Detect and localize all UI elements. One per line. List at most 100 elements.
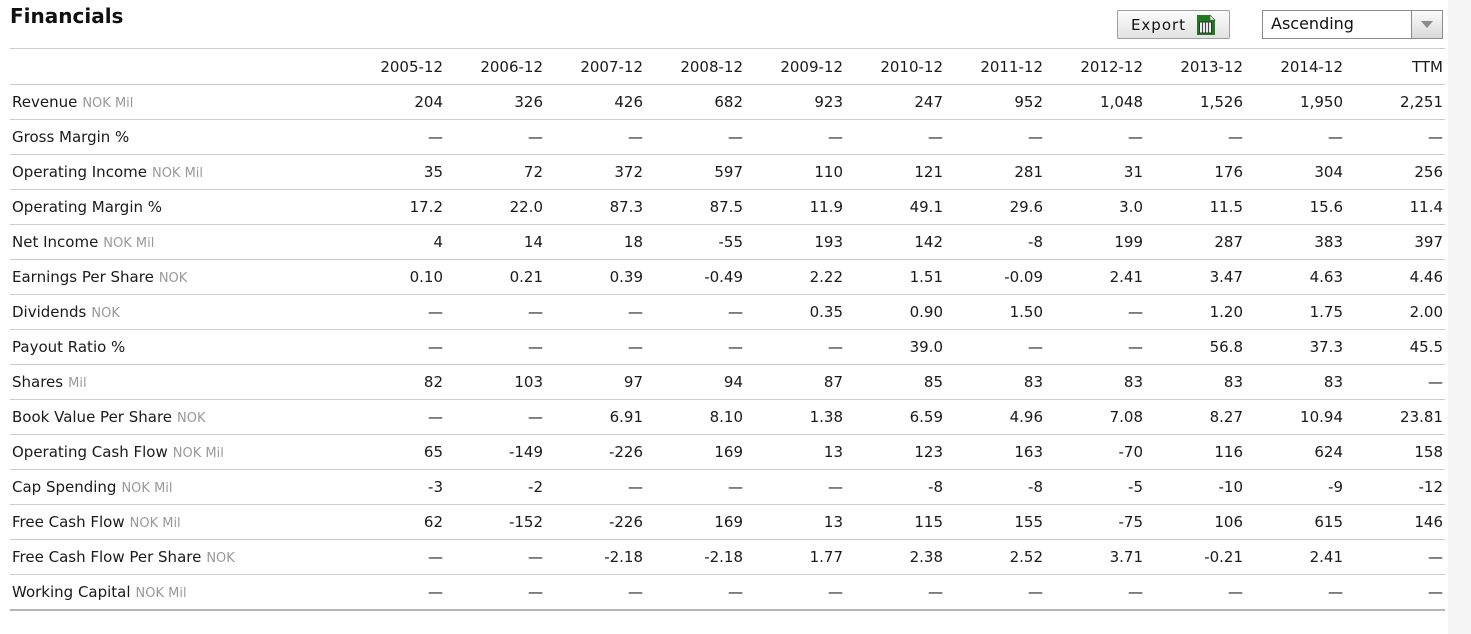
- value-cell: —: [345, 329, 445, 365]
- row-label: Gross Margin %: [12, 128, 130, 146]
- value-cell: 158: [1345, 434, 1445, 470]
- value-cell: 281: [945, 154, 1045, 190]
- value-cell: —: [445, 574, 545, 611]
- value-cell: 3.47: [1145, 259, 1245, 295]
- table-row: Gross Margin % — — — — — — — — — — —: [10, 119, 1445, 155]
- value-cell: 615: [1245, 504, 1345, 540]
- table-row: Shares Mil 82 103 97 94 87 85 83 83 83 83—: [10, 364, 1445, 400]
- value-cell: —: [445, 119, 545, 155]
- value-cell: 35: [345, 154, 445, 190]
- value-cell: 11.9: [745, 189, 845, 225]
- column-header: 2005-12: [345, 48, 445, 85]
- value-cell: 1.38: [745, 399, 845, 435]
- sort-select[interactable]: Ascending: [1262, 10, 1443, 39]
- row-label-cell: Book Value Per Share NOK: [10, 399, 345, 435]
- table-row: Book Value Per Share NOK — —6.91 8.10 1.38 6.5…: [10, 399, 1445, 435]
- column-header: 2014-12: [1245, 48, 1345, 85]
- value-cell: 2.41: [1045, 259, 1145, 295]
- column-header: 2006-12: [445, 48, 545, 85]
- value-cell: -2: [445, 469, 545, 505]
- value-cell: -2.18: [545, 539, 645, 575]
- value-cell: 8.10: [645, 399, 745, 435]
- table-body: Revenue NOK Mil 204 326 426 682 923 247 952 1,048…: [10, 84, 1445, 611]
- value-cell: 304: [1245, 154, 1345, 190]
- value-cell: 4.96: [945, 399, 1045, 435]
- value-cell: 2.22: [745, 259, 845, 295]
- column-header: 2008-12: [645, 48, 745, 85]
- value-cell: 2,251: [1345, 84, 1445, 120]
- value-cell: 2.52: [945, 539, 1045, 575]
- value-cell: —: [545, 119, 645, 155]
- value-cell: 0.39: [545, 259, 645, 295]
- value-cell: 83: [945, 364, 1045, 400]
- value-cell: 0.21: [445, 259, 545, 295]
- value-cell: 4.63: [1245, 259, 1345, 295]
- value-cell: —: [745, 119, 845, 155]
- value-cell: —: [1145, 119, 1245, 155]
- value-cell: 22.0: [445, 189, 545, 225]
- value-cell: 1.50: [945, 294, 1045, 330]
- table-row: Net Income NOK Mil 4 14 18 -55 193 142 -8 199 287 3…: [10, 224, 1445, 260]
- value-cell: -2.18: [645, 539, 745, 575]
- value-cell: 326: [445, 84, 545, 120]
- value-cell: —: [745, 574, 845, 611]
- value-cell: 11.4: [1345, 189, 1445, 225]
- spreadsheet-icon: [1195, 13, 1216, 36]
- column-header: TTM: [1345, 48, 1445, 85]
- row-label: Free Cash Flow: [12, 513, 125, 531]
- value-cell: —: [645, 119, 745, 155]
- row-label: Shares: [12, 373, 64, 391]
- value-cell: 256: [1345, 154, 1445, 190]
- value-cell: -226: [545, 434, 645, 470]
- row-label-cell: Operating Margin %: [10, 189, 345, 225]
- value-cell: —: [1245, 119, 1345, 155]
- value-cell: 87.5: [645, 189, 745, 225]
- value-cell: —: [345, 574, 445, 611]
- row-label-cell: Working Capital NOK Mil: [10, 574, 345, 611]
- value-cell: 163: [945, 434, 1045, 470]
- value-cell: 169: [645, 434, 745, 470]
- export-button-label: Export: [1130, 15, 1187, 34]
- value-cell: 193: [745, 224, 845, 260]
- value-cell: 0.10: [345, 259, 445, 295]
- table-row: Operating Income NOK Mil 35 72 372 597 110 121 2…: [10, 154, 1445, 190]
- value-cell: 123: [845, 434, 945, 470]
- row-label: Free Cash Flow Per Share: [12, 548, 202, 566]
- value-cell: 6.91: [545, 399, 645, 435]
- row-label-cell: Operating Income NOK Mil: [10, 154, 345, 190]
- table-row: Earnings Per Share NOK 0.10 0.21 0.39 -0.49 2.…: [10, 259, 1445, 295]
- table-row: Operating Cash Flow NOK Mil 65 -149 -226 169 1…: [10, 434, 1445, 470]
- table-row: Revenue NOK Mil 204 326 426 682 923 247 952 1,048…: [10, 84, 1445, 120]
- value-cell: —: [545, 329, 645, 365]
- value-cell: —: [1045, 574, 1145, 611]
- table-row: Dividends NOK — — — —0.35 0.90 1.50—1.20 1.75 2.0…: [10, 294, 1445, 330]
- row-label-cell: Shares Mil: [10, 364, 345, 400]
- row-unit: NOK Mil: [129, 516, 181, 531]
- value-cell: 121: [845, 154, 945, 190]
- value-cell: —: [1145, 574, 1245, 611]
- table-row: Free Cash Flow NOK Mil 62 -152 -226 169 13 115 1…: [10, 504, 1445, 540]
- row-unit: NOK Mil: [82, 96, 134, 111]
- value-cell: 7.08: [1045, 399, 1145, 435]
- value-cell: 199: [1045, 224, 1145, 260]
- value-cell: 72: [445, 154, 545, 190]
- value-cell: 3.0: [1045, 189, 1145, 225]
- column-header: 2011-12: [945, 48, 1045, 85]
- value-cell: 287: [1145, 224, 1245, 260]
- value-cell: —: [1345, 364, 1445, 400]
- value-cell: 103: [445, 364, 545, 400]
- value-cell: 1.20: [1145, 294, 1245, 330]
- value-cell: 146: [1345, 504, 1445, 540]
- export-button[interactable]: Export: [1117, 10, 1230, 39]
- value-cell: 0.35: [745, 294, 845, 330]
- value-cell: 13: [745, 434, 845, 470]
- value-cell: 87.3: [545, 189, 645, 225]
- column-header: 2013-12: [1145, 48, 1245, 85]
- right-edge-strip: [1448, 0, 1471, 634]
- row-label-cell: Free Cash Flow NOK Mil: [10, 504, 345, 540]
- sort-select-arrow-button[interactable]: [1411, 11, 1442, 38]
- value-cell: -226: [545, 504, 645, 540]
- value-cell: 45.5: [1345, 329, 1445, 365]
- value-cell: —: [945, 329, 1045, 365]
- value-cell: 2.00: [1345, 294, 1445, 330]
